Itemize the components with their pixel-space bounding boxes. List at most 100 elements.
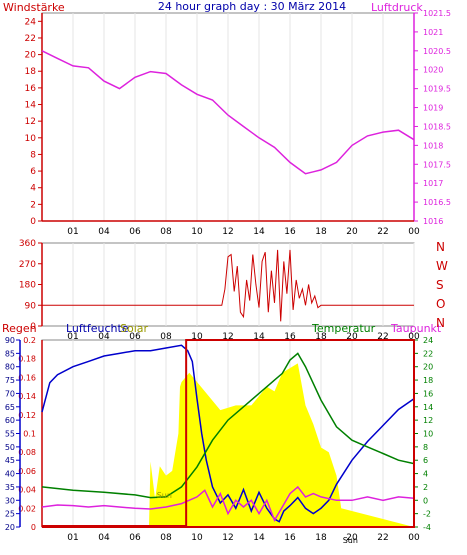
humidity-tick-label: 25 bbox=[5, 510, 15, 519]
p3-x-tick-label: 08 bbox=[160, 533, 172, 543]
rain-tick-label: 0 bbox=[31, 523, 36, 532]
humidity-tick-label: 50 bbox=[5, 443, 15, 452]
humidity-label: Luftfeuchte bbox=[66, 322, 129, 335]
humidity-tick-label: 70 bbox=[5, 389, 15, 398]
p1-left-tick-label: 0 bbox=[30, 217, 36, 227]
p1-x-tick-label: 10 bbox=[191, 227, 203, 237]
sunrise-label: Sun bbox=[157, 491, 172, 500]
p2-x-tick-label: 18 bbox=[315, 332, 327, 342]
humidity-tick-label: 90 bbox=[5, 336, 15, 345]
p2-x-tick-label: 12 bbox=[222, 332, 233, 342]
p3-x-tick-label: 00 bbox=[408, 533, 420, 543]
p1-left-tick-label: 16 bbox=[25, 84, 37, 94]
p2-x-tick-label: 10 bbox=[191, 332, 203, 342]
p1-left-tick-label: 4 bbox=[30, 184, 36, 194]
p1-x-tick-label: 08 bbox=[160, 227, 172, 237]
p3-x-tick-label: 22 bbox=[377, 533, 388, 543]
panel-3-plot: 01 04 06 08 10 12 14 16 18 20 22 0000.020.040.060.0… bbox=[5, 336, 433, 545]
p1-left-tick-label: 10 bbox=[25, 134, 37, 144]
humidity-tick-label: 60 bbox=[5, 416, 15, 425]
p1-x-tick-label: 00 bbox=[408, 227, 420, 237]
p3-x-tick-label: 10 bbox=[191, 533, 203, 543]
p1-right-tick-label: 1021 bbox=[423, 28, 443, 37]
p2-x-tick-label: 20 bbox=[346, 332, 358, 342]
p3-x-tick-label: 12 bbox=[222, 533, 233, 543]
p2-compass-label: S bbox=[436, 278, 444, 292]
rain-tick-label: 0.04 bbox=[18, 486, 36, 495]
temp-tick-label: 0 bbox=[423, 496, 428, 505]
series-luftfeuchte-line bbox=[41, 344, 415, 523]
p2-x-tick-label: 16 bbox=[284, 332, 296, 342]
pressure-label: Luftdruck bbox=[371, 1, 423, 14]
night-baseline bbox=[42, 525, 187, 527]
p1-right-tick-label: 1016.5 bbox=[423, 198, 451, 207]
rain-tick-label: 0.02 bbox=[18, 504, 36, 513]
p1-right-tick-label: 1018 bbox=[423, 141, 443, 150]
series-taupunkt-line bbox=[41, 485, 415, 523]
humidity-tick-label: 45 bbox=[5, 456, 15, 465]
p2-left-tick-label: 270 bbox=[19, 260, 36, 270]
p1-left-tick-label: 14 bbox=[25, 101, 37, 111]
temperature-label: Temperatur bbox=[311, 322, 376, 335]
temp-tick-label: 12 bbox=[423, 416, 433, 425]
p1-right-tick-label: 1020 bbox=[423, 66, 443, 75]
p2-x-tick-label: 06 bbox=[129, 332, 141, 342]
pressure-line bbox=[41, 50, 415, 175]
temp-tick-label: 14 bbox=[423, 403, 433, 412]
p1-left-tick-label: 2 bbox=[30, 200, 36, 210]
p1-left-tick-label: 20 bbox=[25, 51, 37, 61]
p2-x-tick-label: 01 bbox=[67, 332, 78, 342]
p2-compass-label: W bbox=[436, 259, 448, 273]
p1-x-tick-label: 04 bbox=[98, 227, 110, 237]
solar-label: Solar bbox=[120, 322, 149, 335]
humidity-tick-label: 85 bbox=[5, 349, 15, 358]
humidity-tick-label: 40 bbox=[5, 470, 15, 479]
rain-tick-label: 0.06 bbox=[18, 467, 36, 476]
p1-x-tick-label: 16 bbox=[284, 227, 296, 237]
temp-tick-label: 8 bbox=[423, 443, 428, 452]
humidity-tick-label: 75 bbox=[5, 376, 15, 385]
p1-right-tick-label: 1017 bbox=[423, 179, 443, 188]
p1-left-tick-label: 8 bbox=[30, 150, 36, 160]
temp-tick-label: 4 bbox=[423, 470, 428, 479]
p1-x-tick-label: 12 bbox=[222, 227, 233, 237]
dewpoint-label: Taupunkt bbox=[390, 322, 442, 335]
p1-right-tick-label: 1018.5 bbox=[423, 122, 451, 131]
p1-right-tick-label: 1017.5 bbox=[423, 160, 451, 169]
p3-x-tick-label: 14 bbox=[253, 533, 265, 543]
p1-right-tick-label: 1021.5 bbox=[423, 9, 451, 18]
rain-tick-label: 0.18 bbox=[18, 355, 36, 364]
chart-title: 24 hour graph day : 30 März 2014 bbox=[158, 0, 346, 13]
p2-compass-label: O bbox=[436, 297, 445, 311]
rain-label: Regen bbox=[2, 322, 37, 335]
p1-x-tick-label: 18 bbox=[315, 227, 327, 237]
solar-area bbox=[42, 363, 414, 527]
rain-tick-label: 0.12 bbox=[18, 411, 36, 420]
p1-x-tick-label: 22 bbox=[377, 227, 388, 237]
humidity-tick-label: 55 bbox=[5, 430, 15, 439]
p1-left-tick-label: 24 bbox=[25, 17, 37, 27]
temp-tick-label: 2 bbox=[423, 483, 428, 492]
p1-left-tick-label: 6 bbox=[30, 167, 36, 177]
p2-left-tick-label: 90 bbox=[25, 301, 37, 311]
p2-compass-label: N bbox=[436, 240, 445, 254]
rain-tick-label: 0.2 bbox=[23, 336, 36, 345]
humidity-tick-label: 35 bbox=[5, 483, 15, 492]
daylight-frame bbox=[185, 339, 415, 528]
p1-x-tick-label: 20 bbox=[346, 227, 358, 237]
p2-left-tick-label: 360 bbox=[19, 239, 36, 249]
p2-compass-label: N bbox=[436, 316, 445, 330]
p2-x-tick-label: 22 bbox=[377, 332, 388, 342]
temp-tick-label: 20 bbox=[423, 363, 433, 372]
p3-x-tick-label: 20 bbox=[346, 533, 358, 543]
p1-x-tick-label: 14 bbox=[253, 227, 265, 237]
p3-x-tick-label: 04 bbox=[98, 533, 110, 543]
p1-left-tick-label: 12 bbox=[25, 117, 36, 127]
wind-direction-line bbox=[42, 249, 414, 322]
temp-tick-label: 22 bbox=[423, 349, 433, 358]
p2-x-tick-label: 14 bbox=[253, 332, 265, 342]
p2-x-tick-label: 08 bbox=[160, 332, 172, 342]
rain-tick-label: 0.14 bbox=[18, 392, 36, 401]
p3-x-tick-label: 06 bbox=[129, 533, 141, 543]
